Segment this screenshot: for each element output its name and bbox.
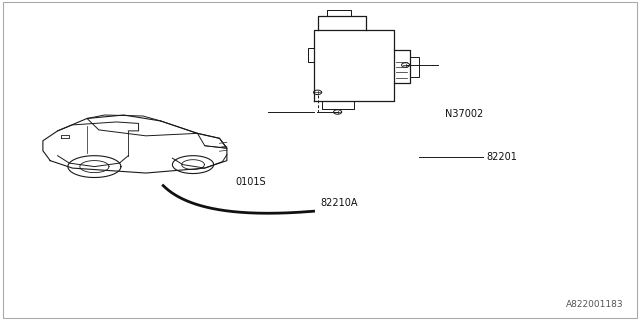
Text: 82201: 82201 [486,152,517,162]
Text: 0101S: 0101S [235,177,266,188]
Text: 82210A: 82210A [320,198,358,208]
Text: A822001183: A822001183 [566,300,624,309]
Text: N37002: N37002 [445,108,483,119]
